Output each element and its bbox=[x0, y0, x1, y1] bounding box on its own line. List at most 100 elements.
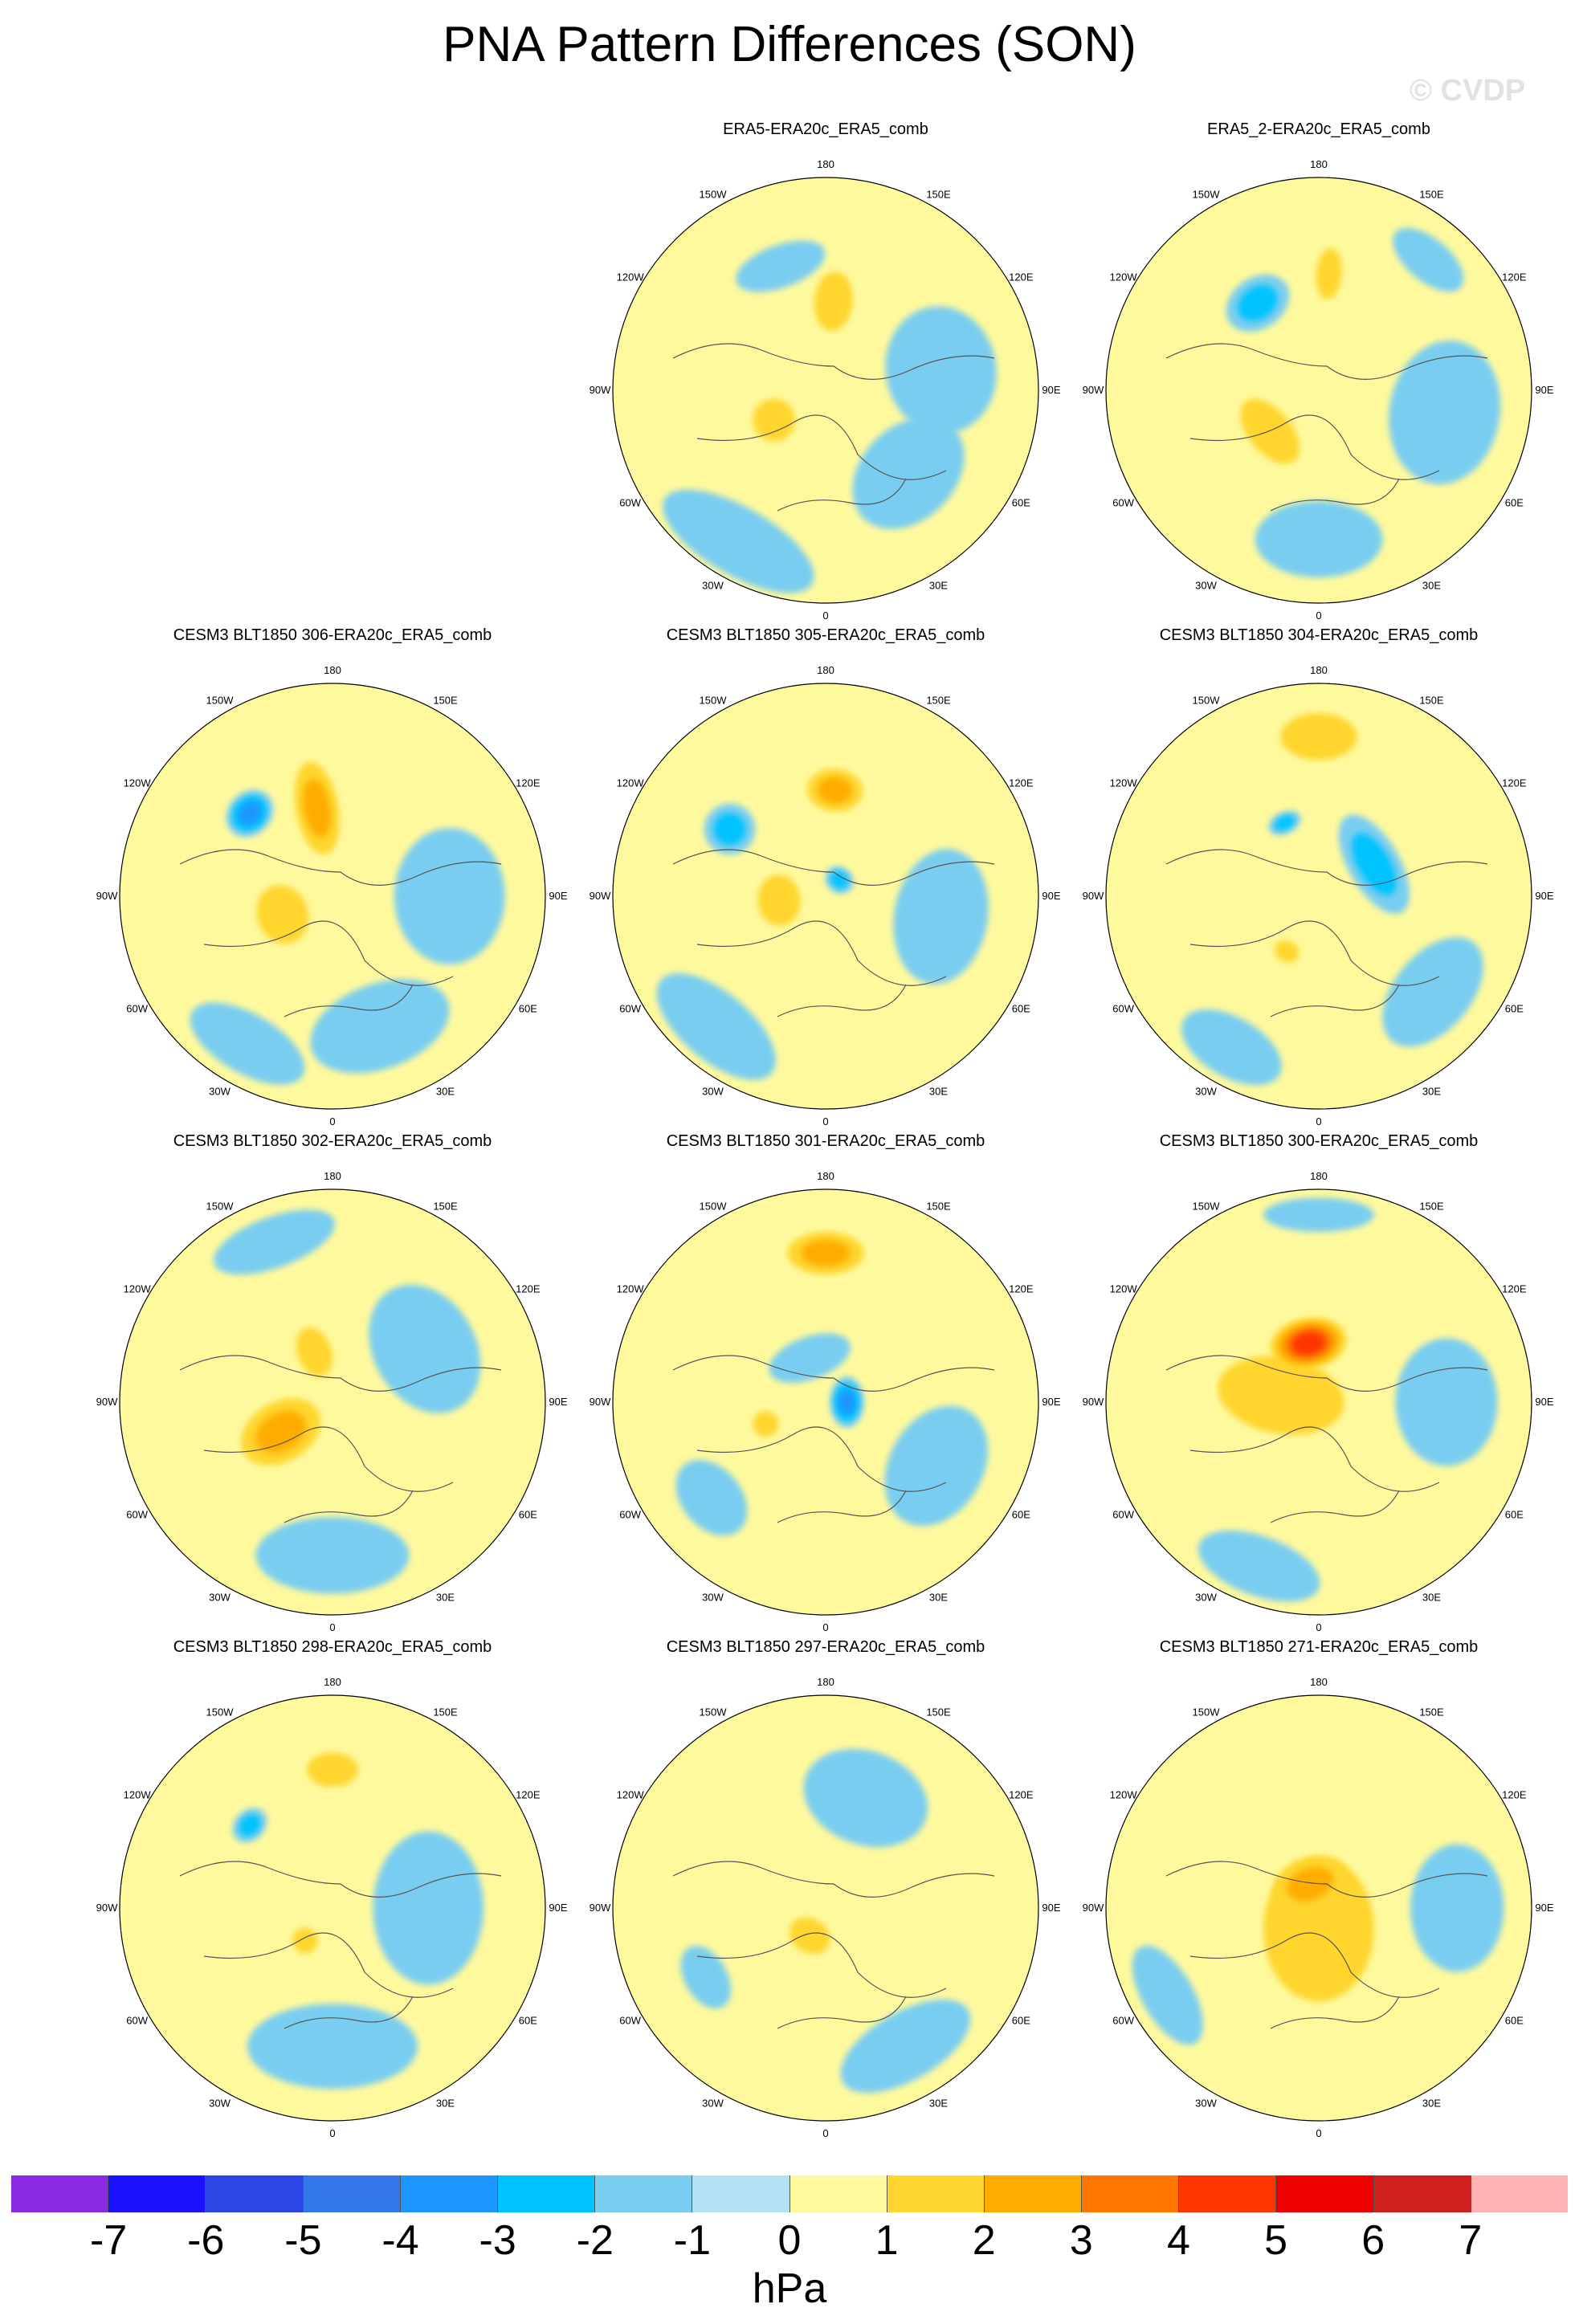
longitude-label: 120E bbox=[516, 1789, 541, 1801]
positive-anomaly-contour bbox=[1316, 248, 1342, 300]
longitude-label: 180 bbox=[817, 1676, 834, 1688]
negative-anomaly-contour bbox=[373, 1831, 484, 1985]
longitude-label: 120W bbox=[617, 1283, 645, 1295]
longitude-label: 120E bbox=[1009, 1283, 1034, 1295]
polar-map: 180 150E 120E 90E 60E 30E 0 30W 60W 90W 120W 150W bbox=[590, 1676, 1061, 2139]
longitude-label: 30W bbox=[702, 579, 724, 591]
watermark: © CVDP bbox=[1410, 74, 1526, 108]
map-border bbox=[119, 1694, 546, 2122]
longitude-label: 120E bbox=[516, 1283, 541, 1295]
longitude-label: 0 bbox=[329, 1115, 335, 1127]
positive-anomaly-contour bbox=[814, 271, 853, 332]
negative-anomaly-contour bbox=[310, 979, 450, 1074]
panel-title: CESM3 BLT1850 301-ERA20c_ERA5_comb bbox=[666, 1132, 985, 1150]
longitude-label: 90E bbox=[1535, 1396, 1553, 1408]
longitude-label: 60E bbox=[1012, 2015, 1030, 2027]
negative-anomaly-contour bbox=[1132, 1945, 1203, 2045]
colorbar-swatch bbox=[1179, 2175, 1277, 2212]
longitude-label: 0 bbox=[1316, 2127, 1321, 2139]
longitude-label: 90E bbox=[549, 1902, 567, 1914]
longitude-label: 60W bbox=[619, 1509, 641, 1521]
coastline bbox=[672, 343, 995, 512]
coastline bbox=[672, 1861, 995, 2029]
longitude-label: 90E bbox=[1042, 890, 1060, 902]
longitude-label: 90W bbox=[590, 1396, 611, 1408]
negative-anomaly-contour bbox=[663, 489, 814, 593]
positive-anomaly-contour bbox=[307, 1752, 358, 1787]
longitude-label: 120W bbox=[124, 1789, 152, 1801]
positive-anomaly-contour bbox=[1291, 1331, 1325, 1356]
longitude-label: 150E bbox=[433, 1706, 458, 1719]
longitude-label: 60E bbox=[1012, 497, 1030, 509]
longitude-label: 180 bbox=[324, 1170, 341, 1182]
colorbar-swatch bbox=[984, 2175, 1083, 2212]
negative-anomaly-contour bbox=[1255, 500, 1383, 578]
longitude-label: 0 bbox=[822, 1115, 828, 1127]
negative-anomaly-contour bbox=[885, 306, 997, 434]
polar-map: 180 150E 120E 90E 60E 30E 0 30W 60W 90W 120W 150W bbox=[96, 1170, 568, 1633]
coastline bbox=[179, 849, 502, 1017]
map-border bbox=[1105, 1694, 1532, 2122]
longitude-label: 30W bbox=[209, 1085, 231, 1097]
longitude-label: 180 bbox=[1310, 1676, 1328, 1688]
longitude-label: 150E bbox=[1419, 1706, 1444, 1719]
map-panel: CESM3 BLT1850 301-ERA20c_ERA5_comb 180 150… bbox=[553, 1132, 1099, 1633]
longitude-label: 60E bbox=[1505, 1003, 1524, 1015]
colorbar-tick-label: 1 bbox=[875, 2217, 899, 2264]
negative-anomaly-contour bbox=[803, 1748, 928, 1848]
negative-anomaly-contour bbox=[213, 1209, 335, 1275]
longitude-label: 30E bbox=[929, 1591, 948, 1603]
negative-anomaly-contour bbox=[1352, 833, 1397, 895]
longitude-label: 150W bbox=[700, 695, 728, 707]
negative-anomaly-contour bbox=[238, 801, 262, 826]
negative-anomaly-contour bbox=[852, 417, 965, 529]
longitude-label: 120W bbox=[617, 1789, 645, 1801]
map-border bbox=[119, 1189, 546, 1616]
colorbar-swatch bbox=[11, 2175, 109, 2212]
longitude-label: 0 bbox=[1316, 610, 1321, 622]
longitude-label: 150W bbox=[1193, 695, 1221, 707]
positive-anomaly-contour bbox=[296, 1327, 333, 1377]
negative-anomaly-contour bbox=[884, 1405, 988, 1527]
colorbar-tick-label: 6 bbox=[1361, 2217, 1385, 2264]
negative-anomaly-contour bbox=[369, 1284, 481, 1413]
map-border bbox=[1105, 1189, 1532, 1616]
positive-anomaly-contour bbox=[1240, 398, 1300, 464]
longitude-label: 0 bbox=[822, 1621, 828, 1633]
longitude-label: 120E bbox=[1502, 271, 1527, 283]
panel-title: CESM3 BLT1850 306-ERA20c_ERA5_comb bbox=[173, 626, 492, 644]
longitude-label: 60E bbox=[1012, 1003, 1030, 1015]
colorbar-tick-label: -4 bbox=[381, 2217, 419, 2264]
longitude-label: 150E bbox=[926, 189, 951, 201]
coastline bbox=[179, 1355, 502, 1523]
colorbar-tick-label: 4 bbox=[1167, 2217, 1190, 2264]
colorbar-tick-label: -7 bbox=[90, 2217, 128, 2264]
colorbar-tick-label: -6 bbox=[187, 2217, 225, 2264]
longitude-label: 90W bbox=[96, 1902, 118, 1914]
longitude-label: 120E bbox=[1009, 271, 1034, 283]
positive-anomaly-contour bbox=[1287, 1866, 1333, 1902]
longitude-label: 30W bbox=[1195, 579, 1217, 591]
longitude-label: 90E bbox=[1535, 384, 1553, 396]
longitude-label: 60E bbox=[519, 2015, 537, 2027]
longitude-label: 30W bbox=[702, 2097, 724, 2109]
polar-map: 180 150E 120E 90E 60E 30E 0 30W 60W 90W 120W 150W bbox=[1083, 1676, 1554, 2139]
longitude-label: 30W bbox=[1195, 2097, 1217, 2109]
negative-anomaly-contour bbox=[736, 240, 826, 292]
longitude-label: 90W bbox=[96, 1396, 118, 1408]
negative-anomaly-contour bbox=[1395, 1338, 1498, 1466]
panel-title: CESM3 BLT1850 305-ERA20c_ERA5_comb bbox=[666, 626, 985, 644]
longitude-label: 120W bbox=[1110, 1283, 1138, 1295]
negative-anomaly-contour bbox=[840, 2000, 971, 2094]
colorbar-swatch bbox=[497, 2175, 596, 2212]
longitude-label: 30W bbox=[209, 1591, 231, 1603]
longitude-label: 120E bbox=[516, 777, 541, 789]
colorbar-tick-label: 7 bbox=[1459, 2217, 1483, 2264]
longitude-label: 120W bbox=[124, 777, 152, 789]
longitude-label: 30W bbox=[702, 1085, 724, 1097]
positive-anomaly-contour bbox=[757, 875, 801, 926]
longitude-label: 30W bbox=[1195, 1085, 1217, 1097]
negative-anomaly-contour bbox=[1388, 340, 1501, 485]
longitude-label: 120W bbox=[1110, 1789, 1138, 1801]
map-panel: CESM3 BLT1850 306-ERA20c_ERA5_comb 180 150… bbox=[59, 626, 606, 1127]
